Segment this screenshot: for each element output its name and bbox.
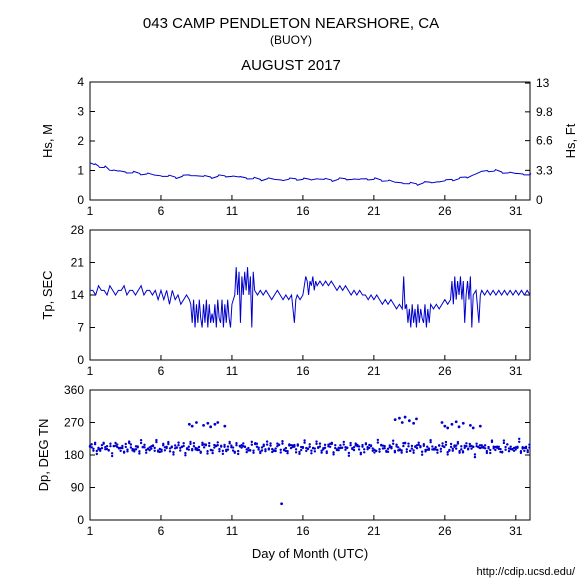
title-line1: 043 CAMP PENDLETON NEARSHORE, CA (143, 15, 439, 32)
x-tick-label: 26 (438, 204, 452, 218)
x-tick-label: 21 (367, 204, 381, 218)
x-tick-label: 16 (296, 204, 310, 218)
hs-ytick-right: 9.8 (536, 105, 553, 119)
x-tick-label: 31 (509, 364, 523, 378)
x-tick-label: 6 (158, 524, 165, 538)
dp-ytick: 0 (77, 513, 84, 527)
hs-ytick-left: 2 (77, 134, 84, 148)
x-tick-label: 6 (158, 204, 165, 218)
x-tick-label: 31 (509, 524, 523, 538)
dp-ylabel: Dp, DEG TN (36, 419, 51, 492)
dp-series (89, 416, 531, 505)
hs-ylabel-right: Hs, Ft (563, 123, 578, 158)
x-axis-label: Day of Month (UTC) (252, 546, 368, 561)
tp-ytick: 21 (71, 256, 85, 270)
x-tick-label: 21 (367, 524, 381, 538)
x-tick-label: 26 (438, 364, 452, 378)
hs-ytick-left: 0 (77, 193, 84, 207)
x-tick-label: 31 (509, 204, 523, 218)
tp-ytick: 28 (71, 223, 85, 237)
x-tick-label: 1 (87, 524, 94, 538)
title-line2: (BUOY) (270, 33, 312, 47)
x-tick-label: 6 (158, 364, 165, 378)
x-tick-label: 26 (438, 524, 452, 538)
hs-ytick-left: 4 (77, 75, 84, 89)
dp-ytick: 90 (71, 481, 85, 495)
dp-ytick: 180 (64, 448, 84, 462)
x-tick-label: 1 (87, 364, 94, 378)
hs-ylabel-left: Hs, M (40, 124, 55, 158)
hs-ytick-right: 6.6 (536, 134, 553, 148)
hs-ytick-left: 1 (77, 164, 84, 178)
x-tick-label: 16 (296, 364, 310, 378)
x-tick-label: 11 (226, 204, 239, 218)
hs-ytick-right: 13 (536, 76, 550, 90)
dp-ytick: 360 (64, 383, 84, 397)
tp-ytick: 0 (77, 353, 84, 367)
x-tick-label: 1 (87, 204, 94, 218)
x-tick-label: 11 (226, 524, 239, 538)
hs-ytick-right: 0 (536, 193, 543, 207)
tp-ytick: 14 (71, 288, 85, 302)
x-tick-label: 21 (367, 364, 381, 378)
chart-svg: 043 CAMP PENDLETON NEARSHORE, CA(BUOY) AU… (0, 0, 582, 581)
x-tick-label: 16 (296, 524, 310, 538)
tp-ytick: 7 (77, 321, 84, 335)
x-tick-label: 11 (226, 364, 239, 378)
footer-url: http://cdip.ucsd.edu/ (477, 566, 576, 578)
tp-series (90, 267, 530, 327)
title-line3: AUGUST 2017 (241, 57, 341, 74)
hs-series (90, 163, 531, 185)
tp-ylabel: Tp, SEC (40, 270, 55, 319)
dp-ytick: 270 (64, 416, 84, 430)
hs-ytick-left: 3 (77, 105, 84, 119)
hs-ytick-right: 3.3 (536, 163, 553, 177)
